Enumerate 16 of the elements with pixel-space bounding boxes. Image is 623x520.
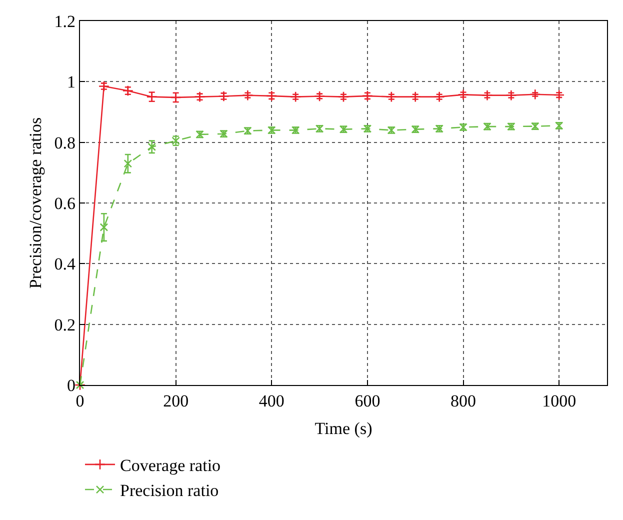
- x-tick-label: 400: [258, 392, 284, 410]
- y-axis-title: Precision/coverage ratios: [26, 117, 45, 289]
- y-tick-label: 1: [67, 72, 76, 92]
- y-tick-label: 1.2: [54, 12, 76, 31]
- x-tick-label: 600: [354, 392, 380, 410]
- x-tick-label: 800: [450, 392, 476, 410]
- y-tick-label: 0: [67, 376, 76, 395]
- legend-label: Coverage ratio: [120, 456, 221, 476]
- x-tick-label: 200: [163, 392, 189, 410]
- legend-label: Precision ratio: [120, 481, 219, 500]
- x-axis-title: Time (s): [314, 418, 372, 438]
- y-tick-label: 0.2: [54, 315, 76, 334]
- x-tick-label: 1000: [542, 392, 576, 410]
- y-tick-label: 0.8: [54, 133, 76, 152]
- y-tick-label: 0.4: [54, 254, 76, 274]
- y-tick-label: 0.6: [54, 194, 76, 213]
